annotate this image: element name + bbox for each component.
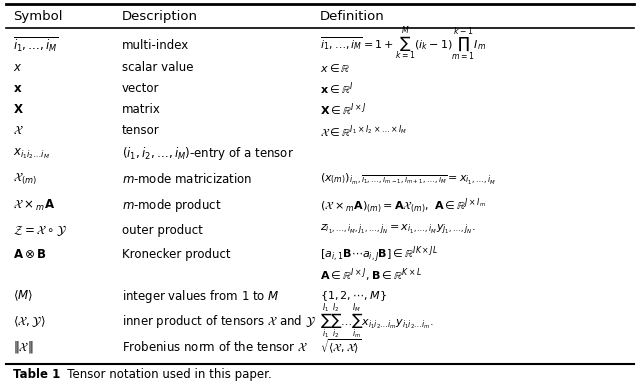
Text: Frobenius norm of the tensor $\mathcal{X}$: Frobenius norm of the tensor $\mathcal{X… bbox=[122, 340, 308, 354]
Text: $(x_{(m)})_{i_m,\overline{i_1,\ldots,i_{m-1},i_{m+1},\ldots,i_M}} = x_{i_1,\ldot: $(x_{(m)})_{i_m,\overline{i_1,\ldots,i_{… bbox=[320, 171, 496, 186]
Text: $\sqrt{\langle \mathcal{X}, \mathcal{X} \rangle}$: $\sqrt{\langle \mathcal{X}, \mathcal{X} … bbox=[320, 338, 362, 356]
Text: $\mathbf{x}$: $\mathbf{x}$ bbox=[13, 82, 22, 95]
Text: $\mathcal{Z} = \mathcal{X} \circ \mathcal{Y}$: $\mathcal{Z} = \mathcal{X} \circ \mathca… bbox=[13, 223, 67, 238]
Text: $\mathcal{X}_{(m)}$: $\mathcal{X}_{(m)}$ bbox=[13, 171, 37, 187]
Text: $x \in \mathbb{R}$: $x \in \mathbb{R}$ bbox=[320, 62, 351, 74]
Text: $\mathcal{X} \in \mathbb{R}^{I_1 \times I_2 \times \ldots \times I_M}$: $\mathcal{X} \in \mathbb{R}^{I_1 \times … bbox=[320, 123, 407, 139]
Text: $\sum_{i_1}^{I_1} \sum_{i_2}^{I_2} \ldots \sum_{i_m}^{I_M} x_{i_1 i_2 \ldots i_m: $\sum_{i_1}^{I_1} \sum_{i_2}^{I_2} \ldot… bbox=[320, 301, 434, 341]
Text: $\left[a_{i,1}\mathbf{B} \cdots a_{i,J}\mathbf{B}\right] \in \mathbb{R}^{IK \tim: $\left[a_{i,1}\mathbf{B} \cdots a_{i,J}\… bbox=[320, 243, 438, 265]
Text: $\mathbf{x} \in \mathbb{R}^I$: $\mathbf{x} \in \mathbb{R}^I$ bbox=[320, 80, 353, 97]
Text: outer product: outer product bbox=[122, 224, 202, 237]
Text: $x$: $x$ bbox=[13, 61, 22, 74]
Text: $\mathbf{A} \in \mathbb{R}^{I \times J}, \mathbf{B} \in \mathbb{R}^{K \times L}$: $\mathbf{A} \in \mathbb{R}^{I \times J},… bbox=[320, 267, 422, 284]
Text: $\overline{i_1,\ldots,i_M} = 1 + \sum_{k=1}^{M}(i_k-1)\prod_{m=1}^{k-1}I_m$: $\overline{i_1,\ldots,i_M} = 1 + \sum_{k… bbox=[320, 26, 486, 64]
Text: $z_{i_1,\ldots,i_M,j_1,\ldots,j_N} = x_{i_1,\ldots,i_M} y_{j_1,\ldots,j_N}.$: $z_{i_1,\ldots,i_M,j_1,\ldots,j_N} = x_{… bbox=[320, 223, 476, 238]
Text: matrix: matrix bbox=[122, 103, 161, 116]
Text: $x_{i_1 i_2 \ldots i_M}$: $x_{i_1 i_2 \ldots i_M}$ bbox=[13, 146, 50, 161]
Text: inner product of tensors $\mathcal{X}$ and $\mathcal{Y}$: inner product of tensors $\mathcal{X}$ a… bbox=[122, 313, 316, 330]
Text: integer values from 1 to $M$: integer values from 1 to $M$ bbox=[122, 288, 279, 305]
Text: $\langle M \rangle$: $\langle M \rangle$ bbox=[13, 289, 33, 303]
Text: $(i_1, i_2, \ldots, i_M)$-entry of a tensor: $(i_1, i_2, \ldots, i_M)$-entry of a ten… bbox=[122, 145, 294, 162]
Text: $\overline{i_1,\ldots,i_M}$: $\overline{i_1,\ldots,i_M}$ bbox=[13, 36, 58, 55]
Text: $\langle \mathcal{X}, \mathcal{Y} \rangle$: $\langle \mathcal{X}, \mathcal{Y} \rangl… bbox=[13, 314, 45, 329]
Text: $\mathbf{X} \in \mathbb{R}^{I \times J}$: $\mathbf{X} \in \mathbb{R}^{I \times J}$ bbox=[320, 101, 367, 118]
Text: tensor: tensor bbox=[122, 124, 159, 137]
Text: $\mathbf{X}$: $\mathbf{X}$ bbox=[13, 103, 24, 116]
Text: Symbol: Symbol bbox=[13, 10, 62, 23]
Text: vector: vector bbox=[122, 82, 159, 95]
Text: Table 1: Table 1 bbox=[13, 368, 60, 381]
Text: scalar value: scalar value bbox=[122, 61, 193, 74]
Text: Description: Description bbox=[122, 10, 198, 23]
Text: $\mathcal{X}$: $\mathcal{X}$ bbox=[13, 124, 24, 137]
Text: $\{1, 2, \cdots, M\}$: $\{1, 2, \cdots, M\}$ bbox=[320, 289, 387, 303]
Text: $m$-mode matricization: $m$-mode matricization bbox=[122, 172, 252, 186]
Text: $\mathcal{X} \times_m \mathbf{A}$: $\mathcal{X} \times_m \mathbf{A}$ bbox=[13, 198, 55, 213]
Text: multi-index: multi-index bbox=[122, 39, 189, 51]
Text: Tensor notation used in this paper.: Tensor notation used in this paper. bbox=[56, 368, 272, 381]
Text: $m$-mode product: $m$-mode product bbox=[122, 197, 221, 214]
Text: $\mathbf{A} \otimes \mathbf{B}$: $\mathbf{A} \otimes \mathbf{B}$ bbox=[13, 248, 47, 260]
Text: Definition: Definition bbox=[320, 10, 385, 23]
Text: $\|\mathcal{X}\|$: $\|\mathcal{X}\|$ bbox=[13, 339, 33, 355]
Text: Kronecker product: Kronecker product bbox=[122, 248, 230, 260]
Text: $(\mathcal{X} \times_m \mathbf{A})_{(m)} = \mathbf{A}\mathcal{X}_{(m)},\ \mathbf: $(\mathcal{X} \times_m \mathbf{A})_{(m)}… bbox=[320, 196, 486, 215]
